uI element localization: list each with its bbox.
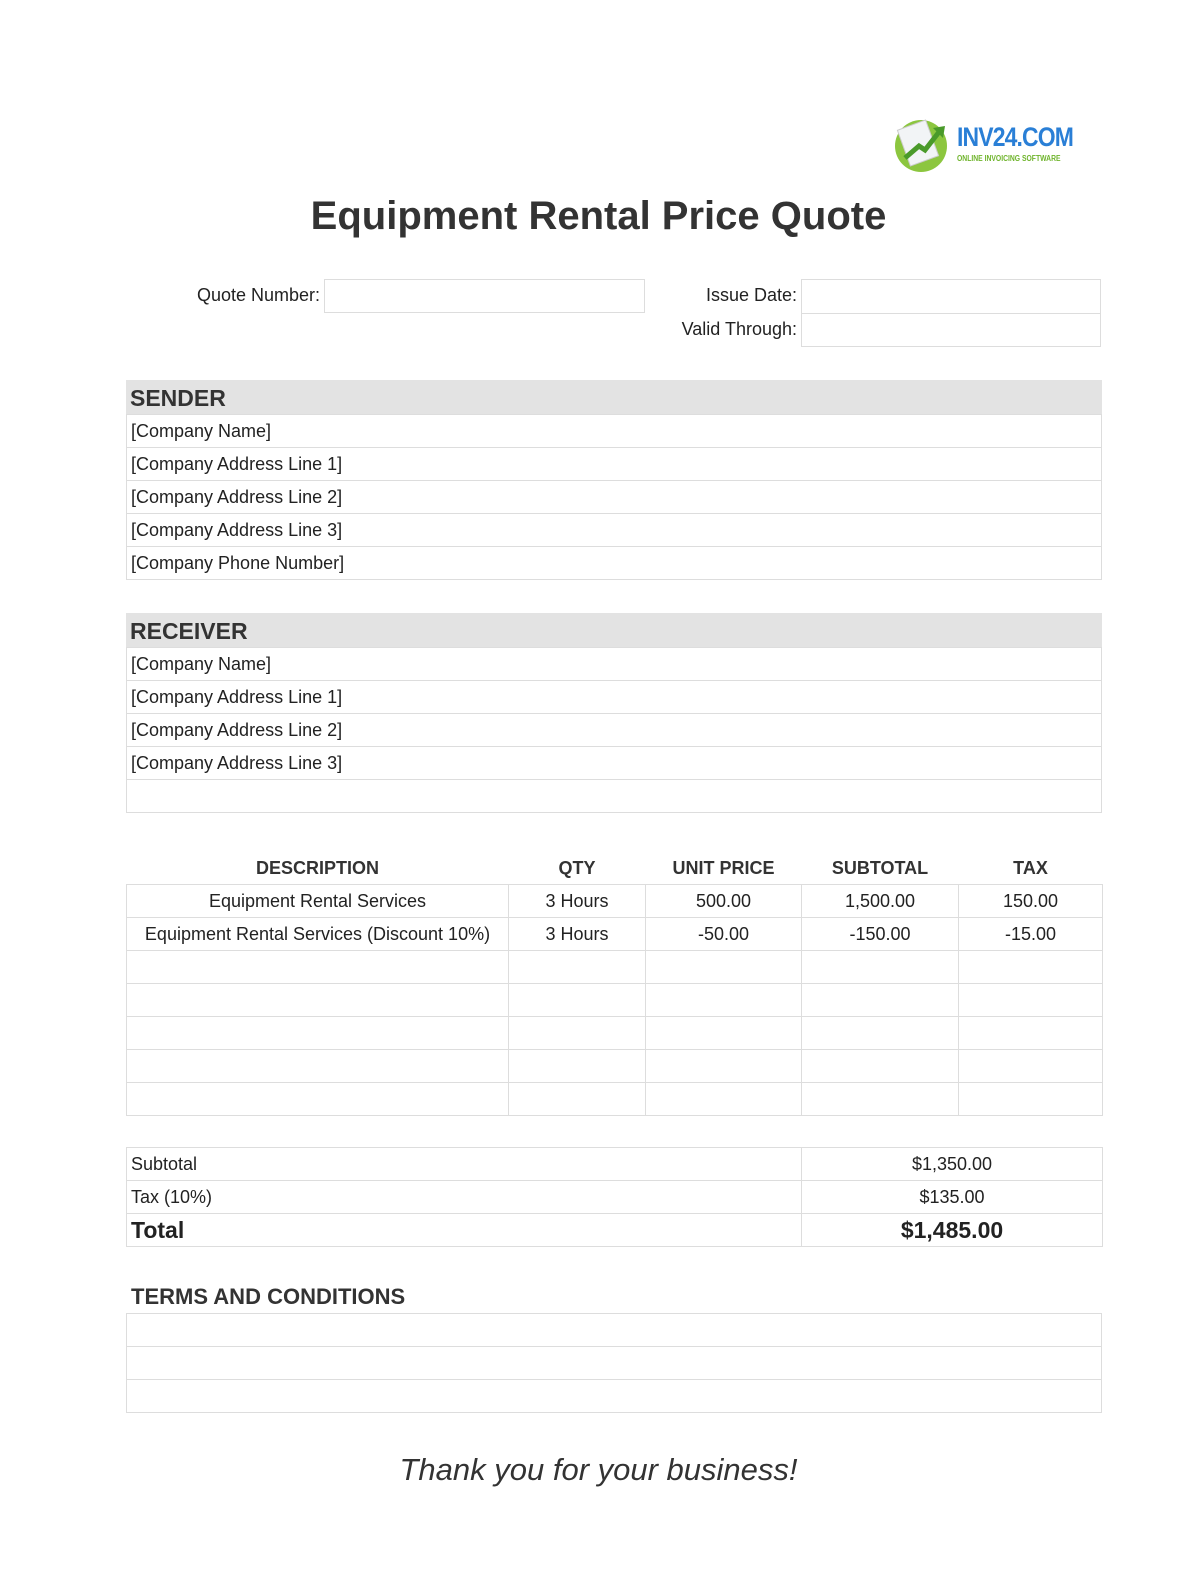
receiver-company-name[interactable]: [Company Name] (126, 648, 1102, 681)
cell-tax[interactable] (958, 983, 1103, 1017)
sender-address-1[interactable]: [Company Address Line 1] (126, 448, 1102, 481)
quote-number-field[interactable] (324, 279, 645, 313)
col-description: DESCRIPTION (255, 857, 379, 878)
col-tax: TAX (1013, 857, 1048, 878)
totals-table: Subtotal $1,350.00 Tax (10%) $135.00 Tot… (126, 1147, 1103, 1247)
cell-subtotal[interactable] (801, 983, 959, 1017)
cell-subtotal[interactable] (801, 1016, 959, 1050)
cell-subtotal[interactable]: -150.00 (801, 917, 959, 951)
cell-qty[interactable] (508, 1016, 646, 1050)
cell-tax[interactable]: 150.00 (958, 884, 1103, 918)
cell-qty[interactable]: 3 Hours (508, 917, 646, 951)
terms-box (126, 1313, 1102, 1413)
cell-unit-price[interactable]: 500.00 (645, 884, 802, 918)
cell-qty[interactable] (508, 1082, 646, 1116)
issue-date-label: Issue Date: (705, 285, 797, 305)
cell-unit-price[interactable] (645, 950, 802, 984)
cell-description[interactable] (126, 983, 509, 1017)
cell-description[interactable] (126, 1049, 509, 1083)
tax-label: Tax (10%) (126, 1180, 802, 1214)
cell-qty[interactable] (508, 1049, 646, 1083)
total-label: Total (126, 1213, 802, 1247)
total-value: $1,485.00 (801, 1213, 1103, 1247)
col-unit-price: UNIT PRICE (672, 857, 775, 878)
sender-section: SENDER [Company Name] [Company Address L… (126, 380, 1102, 580)
terms-line-3[interactable] (126, 1380, 1102, 1413)
cell-unit-price[interactable] (645, 1082, 802, 1116)
issue-date-field[interactable] (801, 279, 1101, 314)
cell-description[interactable] (126, 950, 509, 984)
tax-value: $135.00 (801, 1180, 1103, 1214)
logo-icon (895, 119, 947, 172)
cell-tax[interactable] (958, 1082, 1103, 1116)
cell-tax[interactable] (958, 950, 1103, 984)
subtotal-value: $1,350.00 (801, 1147, 1103, 1181)
table-row (126, 1049, 1103, 1083)
cell-subtotal[interactable]: 1,500.00 (801, 884, 959, 918)
total-row: Total $1,485.00 (126, 1213, 1103, 1247)
cell-qty[interactable] (508, 983, 646, 1017)
thank-you-message: Thank you for your business! (399, 1452, 798, 1487)
receiver-address-3[interactable]: [Company Address Line 3] (126, 747, 1102, 780)
terms-line-1[interactable] (126, 1314, 1102, 1347)
sender-address-3[interactable]: [Company Address Line 3] (126, 514, 1102, 547)
cell-unit-price[interactable]: -50.00 (645, 917, 802, 951)
cell-description[interactable]: Equipment Rental Services (126, 884, 509, 918)
logo-tagline: ONLINE INVOICING SOFTWARE (957, 154, 1061, 163)
sender-company-name[interactable]: [Company Name] (126, 415, 1102, 448)
items-table: DESCRIPTION QTY UNIT PRICE SUBTOTAL TAX … (126, 852, 1103, 1116)
cell-subtotal[interactable] (801, 950, 959, 984)
cell-tax[interactable] (958, 1049, 1103, 1083)
quote-number-label: Quote Number: (196, 285, 320, 305)
col-qty: QTY (558, 857, 596, 878)
receiver-address-2[interactable]: [Company Address Line 2] (126, 714, 1102, 747)
cell-unit-price[interactable] (645, 983, 802, 1017)
cell-tax[interactable] (958, 1016, 1103, 1050)
sender-heading: SENDER (126, 380, 1102, 414)
receiver-section: RECEIVER [Company Name] [Company Address… (126, 613, 1102, 813)
cell-unit-price[interactable] (645, 1016, 802, 1050)
page-title: Equipment Rental Price Quote (310, 194, 887, 238)
subtotal-row: Subtotal $1,350.00 (126, 1147, 1103, 1181)
inv24-logo: INV24.COM ONLINE INVOICING SOFTWARE (893, 116, 1074, 174)
valid-through-label: Valid Through: (681, 319, 797, 339)
cell-description[interactable] (126, 1016, 509, 1050)
terms-heading: TERMS AND CONDITIONS (131, 1284, 406, 1309)
subtotal-label: Subtotal (126, 1147, 802, 1181)
table-row (126, 1016, 1103, 1050)
cell-subtotal[interactable] (801, 1082, 959, 1116)
col-subtotal: SUBTOTAL (831, 857, 929, 878)
tax-row: Tax (10%) $135.00 (126, 1180, 1103, 1214)
cell-description[interactable] (126, 1082, 509, 1116)
table-row (126, 983, 1103, 1017)
cell-description[interactable]: Equipment Rental Services (Discount 10%) (126, 917, 509, 951)
cell-qty[interactable]: 3 Hours (508, 884, 646, 918)
terms-line-2[interactable] (126, 1347, 1102, 1380)
cell-tax[interactable]: -15.00 (958, 917, 1103, 951)
receiver-extra-line[interactable] (126, 780, 1102, 813)
receiver-heading: RECEIVER (126, 613, 1102, 647)
table-row: Equipment Rental Services 3 Hours 500.00 1,… (126, 884, 1103, 918)
table-row (126, 1082, 1103, 1116)
logo-text: INV24.COM (957, 122, 1074, 152)
cell-qty[interactable] (508, 950, 646, 984)
table-row: Equipment Rental Services (Discount 10%)… (126, 917, 1103, 951)
cell-subtotal[interactable] (801, 1049, 959, 1083)
table-row (126, 950, 1103, 984)
sender-phone[interactable]: [Company Phone Number] (126, 547, 1102, 580)
valid-through-field[interactable] (801, 313, 1101, 347)
cell-unit-price[interactable] (645, 1049, 802, 1083)
receiver-address-1[interactable]: [Company Address Line 1] (126, 681, 1102, 714)
sender-address-2[interactable]: [Company Address Line 2] (126, 481, 1102, 514)
